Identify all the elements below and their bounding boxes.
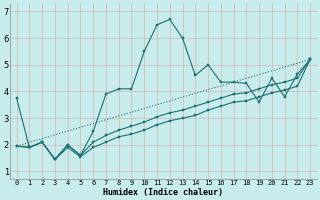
X-axis label: Humidex (Indice chaleur): Humidex (Indice chaleur) [103, 188, 223, 197]
